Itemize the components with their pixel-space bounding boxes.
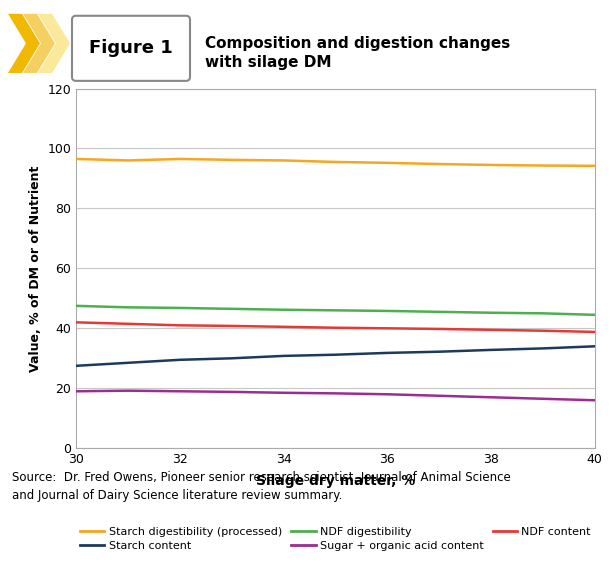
Polygon shape <box>38 14 70 73</box>
Y-axis label: Value, % of DM or of Nutrient: Value, % of DM or of Nutrient <box>29 165 42 372</box>
X-axis label: Silage dry matter, %: Silage dry matter, % <box>256 475 415 488</box>
Polygon shape <box>8 14 40 73</box>
Text: Source:  Dr. Fred Owens, Pioneer senior research scientist. Journal of Animal Sc: Source: Dr. Fred Owens, Pioneer senior r… <box>12 471 511 502</box>
Text: Figure 1: Figure 1 <box>89 39 173 57</box>
Legend: Starch digestibility (processed), Starch content, NDF digestibility, Sugar + org: Starch digestibility (processed), Starch… <box>80 527 591 550</box>
FancyBboxPatch shape <box>72 16 190 81</box>
Polygon shape <box>23 14 55 73</box>
Text: Composition and digestion changes
with silage DM: Composition and digestion changes with s… <box>205 35 510 70</box>
